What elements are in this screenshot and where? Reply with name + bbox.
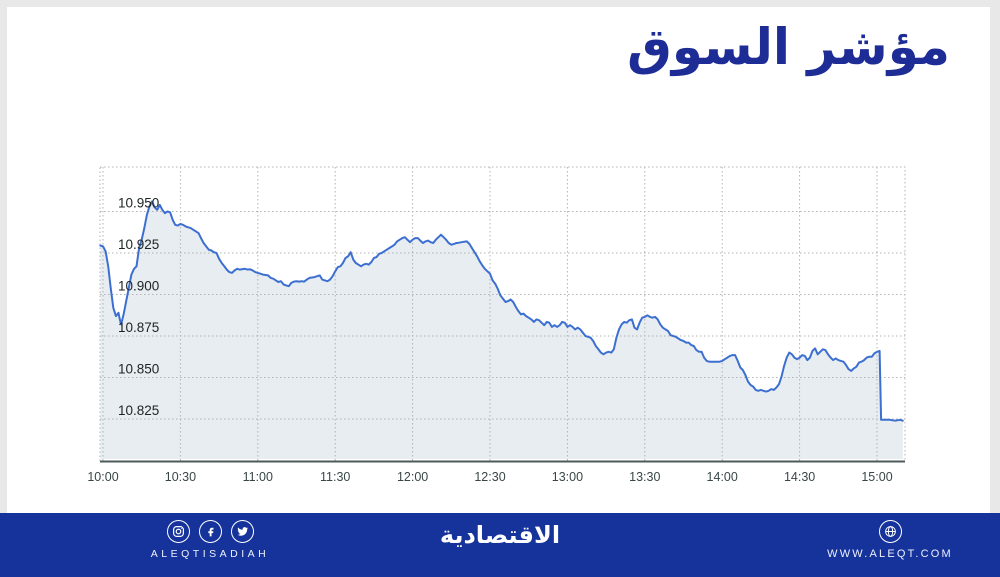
social-icons-row xyxy=(120,520,300,543)
footer-handle-text: ALEQTISADIAH xyxy=(150,548,270,560)
y-axis-label: 10.825 xyxy=(118,403,159,418)
x-axis-label: 14:30 xyxy=(784,470,815,484)
x-axis-label: 10:30 xyxy=(165,470,196,484)
twitter-icon xyxy=(230,520,254,543)
x-axis-label: 10:00 xyxy=(87,470,118,484)
instagram-icon xyxy=(166,520,190,543)
y-axis-label: 10.875 xyxy=(118,320,159,335)
page-title: مؤشر السوق xyxy=(627,18,950,76)
footer-social-block: ALEQTISADIAH xyxy=(120,520,300,560)
globe-icon xyxy=(878,520,902,543)
x-axis-label: 11:30 xyxy=(320,470,350,484)
series-fill-area xyxy=(100,201,903,459)
market-index-line xyxy=(99,200,904,422)
x-axis-label: 11:00 xyxy=(243,470,273,484)
footer-website-block: WWW.ALEQT.COM xyxy=(810,520,970,560)
y-axis-label: 10.850 xyxy=(118,362,159,377)
brand-name: الاقتصادية xyxy=(439,521,561,549)
y-axis-label: 10.900 xyxy=(118,279,159,294)
y-axis-label: 10.950 xyxy=(118,196,159,211)
x-axis-label: 12:00 xyxy=(397,470,428,484)
footer-bar: ALEQTISADIAH الاقتصادية WWW.ALEQT.COM xyxy=(0,513,1000,577)
x-axis-label: 12:30 xyxy=(474,470,505,484)
website-url-text: WWW.ALEQT.COM xyxy=(827,548,953,560)
x-axis-label: 13:00 xyxy=(552,470,583,484)
y-axis-label: 10.925 xyxy=(118,237,159,252)
x-axis-label: 14:00 xyxy=(707,470,738,484)
x-axis-label: 13:30 xyxy=(629,470,660,484)
facebook-icon xyxy=(198,520,222,543)
x-axis-label: 15:00 xyxy=(861,470,892,484)
